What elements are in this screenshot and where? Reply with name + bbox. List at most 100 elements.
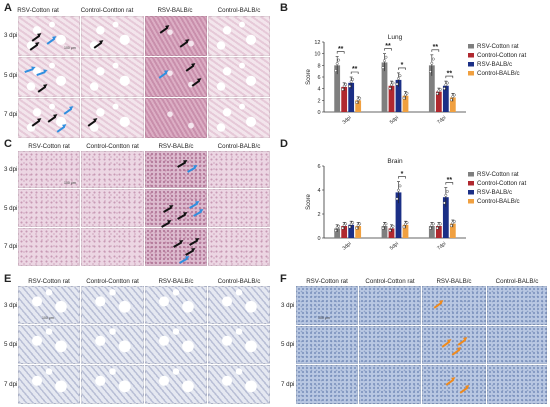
scale-bar: 100 μm [42,316,54,320]
histology-image [145,151,207,188]
data-point [444,83,448,87]
panel-f-col-title: RSV-Cotton rat [306,278,348,285]
data-point [388,229,392,232]
legend-swatch [468,190,474,195]
bar [341,226,348,238]
bar [395,192,402,238]
ihc-image [296,326,358,364]
panel-e-col-title: Control-BALB/c [217,278,261,285]
bar [381,226,388,238]
data-point [337,58,341,62]
bar [355,100,362,112]
panel-c-row-label: 5 dpi [4,205,18,212]
data-point [358,96,362,100]
panel-e-row-label: 3 dpi [4,302,18,309]
bar [395,79,402,112]
histology-image [208,16,270,56]
data-point [449,98,453,102]
bar [381,62,388,112]
bar [388,85,395,112]
ihc-image [422,286,486,325]
significance-bracket [445,182,454,185]
chart-title: Brain [387,158,403,165]
histology-image [145,228,207,266]
histology-image [208,228,270,266]
ihc-image [18,365,80,404]
legend-swatch [468,44,474,49]
panel-f-row-label: 3 dpi [281,302,295,309]
legend-entry: Control-Cotton rat [477,180,526,187]
y-tick-label: 4 [317,188,320,194]
bar [348,82,355,112]
ihc-image [487,286,547,325]
histology-image [208,189,270,227]
data-point [405,91,409,95]
data-point [348,84,352,88]
data-point [355,226,359,230]
ihc-image [18,325,80,364]
histology-image [208,151,270,188]
significance-bracket [431,49,440,52]
panel-e-row-label: 7 dpi [4,381,18,388]
data-point [334,69,338,72]
bar [341,86,348,112]
legend-swatch [468,71,474,76]
data-point [442,87,446,90]
histology-image [208,98,270,138]
significance-label: * [401,62,404,69]
legend-entry: Control-Cotton rat [477,52,526,59]
data-point [402,225,406,229]
legend-swatch [468,53,474,58]
bar [435,226,442,238]
legend-swatch [468,62,474,67]
ihc-image [145,325,207,364]
data-point [391,224,395,228]
bar [449,223,456,238]
panel-e-col-title: RSV-BALB/c [158,278,194,285]
data-point [381,226,385,230]
bar [334,228,341,238]
data-point [452,93,456,97]
histology-image [81,98,144,138]
significance-label: ** [447,177,453,184]
chart-title: Lung [388,34,403,41]
panel-a-col-title: Control-BALB/c [217,7,261,14]
ihc-image [359,286,421,325]
histology-image [18,57,80,97]
y-tick-label: 2 [317,98,320,104]
significance-label: ** [385,43,391,50]
panel-e-row-label: 5 dpi [4,341,18,348]
data-point [384,55,388,59]
histology-image [145,16,207,56]
panel-e-col-title: RSV-Cotton rat [28,278,70,285]
data-point [445,81,449,85]
data-point [435,226,439,230]
bar [449,97,456,112]
legend-entry: RSV-BALB/c [477,189,512,196]
data-point [438,222,442,226]
legend-entry: RSV-Cotton rat [477,171,519,178]
y-tick-label: 12 [314,40,320,46]
data-point [381,66,385,70]
data-point [435,92,439,96]
data-point [341,226,345,230]
ihc-image [145,365,207,404]
panel-a-row-label: 7 dpi [4,111,18,118]
data-point [383,59,386,63]
significance-bracket [336,51,345,54]
data-point [390,83,393,87]
ihc-image [296,286,358,325]
panel-a-col-title: RSV-BALB/c [157,7,193,14]
data-point [395,82,399,86]
histology-image [81,16,144,56]
panel-label-d: D [280,138,288,150]
histology-image [18,228,80,266]
data-point [431,57,435,61]
data-point [398,74,402,78]
panel-c-row-label: 7 dpi [4,243,18,250]
data-point [397,188,400,192]
panel-label-a: A [4,2,12,14]
panel-f-row-label: 7 dpi [281,381,295,388]
significance-label: ** [338,46,344,53]
